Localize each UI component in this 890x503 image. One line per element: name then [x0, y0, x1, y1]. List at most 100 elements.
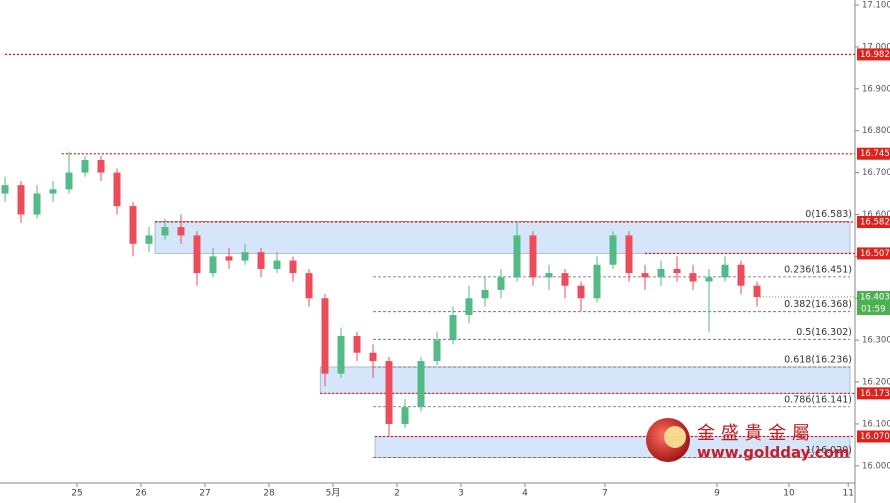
- level-tag: [857, 216, 890, 229]
- fib-label: 0.236(16.451): [784, 264, 852, 275]
- candle-body: [401, 407, 409, 424]
- candle-body: [481, 289, 489, 299]
- candle-body: [753, 285, 761, 298]
- candle-body: [433, 340, 441, 362]
- y-tick-label: 16.800: [862, 126, 890, 136]
- zone: [154, 221, 851, 254]
- level-tag: [857, 247, 890, 260]
- candle-body: [321, 298, 329, 374]
- candle-body: [273, 260, 281, 269]
- candle-body: [129, 206, 137, 244]
- candle-body: [497, 277, 505, 290]
- candle-body: [113, 172, 121, 207]
- x-tick-label: 11: [842, 489, 853, 499]
- current-price-label: 16.403: [860, 293, 890, 303]
- candle-body: [625, 235, 633, 274]
- watermark: 金 盛 貴 金 屬 www.goldday.com: [646, 418, 850, 462]
- candle-body: [209, 256, 217, 274]
- x-tick-label: 2: [394, 489, 400, 499]
- candle-body: [193, 235, 201, 274]
- candle-body: [17, 185, 25, 215]
- x-tick-label: 26: [135, 489, 147, 499]
- candle-body: [513, 235, 521, 278]
- level-label: 16.582: [860, 218, 890, 228]
- y-tick-label: 16.300: [862, 336, 890, 346]
- level-label: 16.507: [860, 249, 890, 259]
- candle-body: [609, 235, 617, 265]
- x-tick-label: 4: [522, 489, 528, 499]
- candle-body: [657, 268, 665, 278]
- candle-body: [33, 193, 41, 215]
- candle-body: [705, 277, 713, 282]
- fib-label: 0(16.583): [805, 209, 852, 220]
- candle-body: [593, 264, 601, 299]
- axes: 16.00016.10016.20016.30016.40016.50016.6…: [71, 1, 890, 499]
- y-tick-label: 17.000: [862, 42, 890, 52]
- x-tick-label: 9: [714, 489, 720, 499]
- zone: [319, 366, 851, 394]
- fib-label: 0.382(16.368): [784, 299, 852, 310]
- candle-body: [673, 268, 681, 274]
- level-tag: [857, 387, 890, 400]
- level-tag: [857, 48, 890, 61]
- y-tick-label: 16.700: [862, 168, 890, 178]
- level-label: 16.982: [860, 50, 890, 60]
- level-label: 16.070: [860, 432, 890, 442]
- fib-label: 0.5(16.302): [796, 327, 852, 338]
- candle-body: [577, 285, 585, 299]
- x-tick-label: 3: [458, 489, 464, 499]
- logo-inner: [664, 426, 686, 448]
- x-tick-label: 5月: [326, 488, 341, 499]
- level-label: 16.745: [860, 149, 890, 159]
- candle-body: [161, 227, 169, 236]
- y-tick-label: 16.100: [862, 419, 890, 429]
- y-tick-label: 16.900: [862, 84, 890, 94]
- candle-body: [177, 227, 185, 236]
- candles: [1, 151, 761, 437]
- y-tick-label: 16.200: [862, 378, 890, 388]
- zones: [154, 221, 851, 458]
- fib-label: 0.786(16.141): [784, 394, 852, 405]
- level-label: 16.173: [860, 389, 890, 399]
- fib-label: 0.618(16.236): [784, 354, 852, 365]
- x-tick-label: 27: [199, 489, 210, 499]
- candle-body: [641, 273, 649, 278]
- candle-body: [97, 160, 105, 173]
- candle-body: [65, 172, 73, 190]
- candle-body: [225, 256, 233, 261]
- candle-body: [289, 260, 297, 274]
- x-tick-label: 28: [263, 489, 275, 499]
- candle-body: [545, 273, 553, 278]
- candle-body: [1, 185, 9, 194]
- watermark-name: 金 盛 貴 金 屬: [697, 423, 810, 444]
- level-tag: [857, 147, 890, 160]
- fib-label: 1(16.020): [805, 445, 852, 456]
- candle-body: [81, 160, 89, 173]
- current-price-tag: [857, 291, 890, 316]
- candle-body: [721, 264, 729, 278]
- candle-body: [689, 273, 697, 282]
- candle-body: [241, 252, 249, 261]
- candle-body: [385, 361, 393, 424]
- watermark-url: www.goldday.com: [697, 444, 850, 462]
- candle-body: [337, 335, 345, 374]
- candle-body: [145, 235, 153, 244]
- y-tick-label: 17.100: [862, 1, 890, 11]
- x-tick-label: 25: [71, 489, 82, 499]
- candle-body: [449, 315, 457, 341]
- candle-body: [257, 252, 265, 269]
- candle-body: [49, 189, 57, 194]
- candle-body: [465, 298, 473, 316]
- level-tag: [857, 430, 890, 443]
- candle-body: [561, 273, 569, 286]
- y-tick-label: 16.600: [862, 210, 890, 220]
- x-tick-label: 10: [783, 489, 795, 499]
- candle-body: [353, 335, 361, 353]
- candle-body: [529, 235, 537, 278]
- y-tick-label: 16.000: [862, 461, 890, 471]
- candle-body: [417, 361, 425, 408]
- countdown: 01:59: [861, 305, 886, 315]
- lines: 0(16.583) 0.236(16.451) 0.382(16.368) 0.5(1…: [5, 53, 855, 458]
- x-tick-label: 7: [602, 489, 608, 499]
